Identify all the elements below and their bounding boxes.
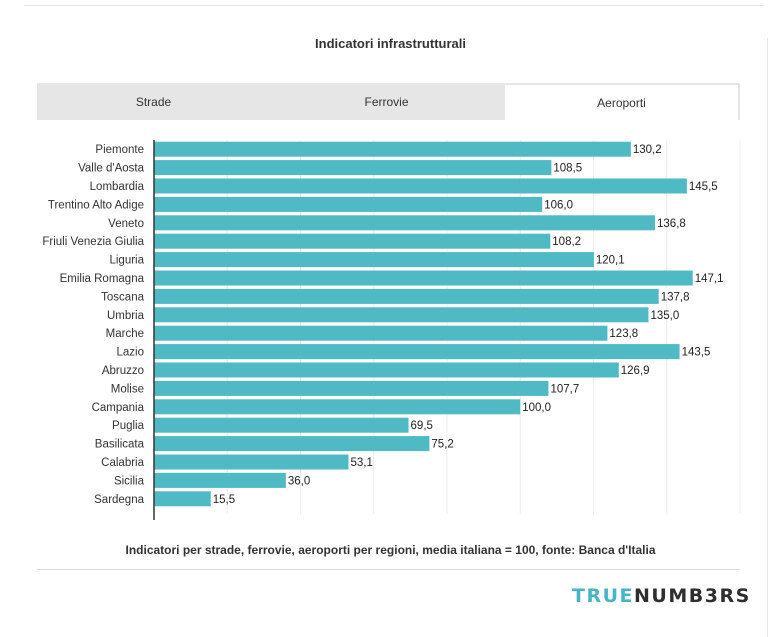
data-label: 123,8 <box>609 328 638 340</box>
tab-strade[interactable]: Strade <box>37 83 270 120</box>
data-label: 137,8 <box>661 291 690 303</box>
bar <box>154 233 551 249</box>
category-label: Piemonte <box>95 144 144 156</box>
category-label: Campania <box>92 402 145 414</box>
data-label: 15,5 <box>213 494 235 506</box>
data-label: 135,0 <box>650 310 679 322</box>
chart-caption: Indicatori per strade, ferrovie, aeropor… <box>125 543 656 557</box>
data-label: 120,1 <box>596 255 625 267</box>
bar <box>154 196 543 212</box>
bar <box>154 399 521 415</box>
bar <box>154 491 211 507</box>
category-label: Toscana <box>101 291 144 303</box>
right-divider <box>767 38 768 637</box>
tab-aeroporti[interactable]: Aeroporti <box>503 83 740 120</box>
data-label: 136,8 <box>657 218 686 230</box>
data-label: 143,5 <box>682 347 711 359</box>
bar <box>154 141 631 157</box>
bar <box>154 380 549 396</box>
data-label: 145,5 <box>689 181 718 193</box>
bar <box>154 270 693 286</box>
data-label: 75,2 <box>431 439 453 451</box>
category-label: Veneto <box>108 218 144 230</box>
bar <box>154 252 594 268</box>
data-label: 108,2 <box>552 236 581 248</box>
logo-part-numbers: NUMB3RS <box>634 585 751 607</box>
category-label: Trentino Alto Adige <box>48 199 144 211</box>
data-label: 126,9 <box>621 365 650 377</box>
bar <box>154 178 687 194</box>
data-label: 108,5 <box>553 163 582 175</box>
data-label: 147,1 <box>695 273 724 285</box>
category-label: Calabria <box>101 457 144 469</box>
data-label: 69,5 <box>411 420 433 432</box>
category-label: Molise <box>111 383 144 395</box>
category-label: Sicilia <box>114 475 145 487</box>
category-label: Umbria <box>107 310 145 322</box>
bar <box>154 215 656 231</box>
top-divider <box>24 5 764 6</box>
truenumbers-logo: TRUENUMB3RS <box>572 585 751 607</box>
category-label: Sardegna <box>94 494 144 506</box>
bar <box>154 436 430 452</box>
data-label: 106,0 <box>544 199 573 211</box>
data-label: 53,1 <box>350 457 372 469</box>
bar <box>154 344 680 360</box>
category-label: Basilicata <box>95 439 145 451</box>
bar <box>154 417 409 433</box>
bar <box>154 160 552 176</box>
bottom-divider <box>37 569 740 570</box>
bar <box>154 472 286 488</box>
category-label: Lazio <box>117 347 145 359</box>
category-label: Lombardia <box>90 181 145 193</box>
category-label: Puglia <box>112 420 145 432</box>
data-label: 107,7 <box>550 383 579 395</box>
bar <box>154 288 659 304</box>
logo-part-true: TRUE <box>572 585 634 607</box>
tab-ferrovie[interactable]: Ferrovie <box>270 83 503 120</box>
data-label: 36,0 <box>288 475 310 487</box>
data-label: 130,2 <box>633 144 662 156</box>
data-label: 100,0 <box>522 402 551 414</box>
bar <box>154 362 619 378</box>
tab-bar: Strade Ferrovie Aeroporti <box>37 83 740 120</box>
category-label: Emilia Romagna <box>60 273 145 285</box>
category-label: Valle d'Aosta <box>78 163 145 175</box>
bar <box>154 325 608 341</box>
category-label: Abruzzo <box>102 365 144 377</box>
bar <box>154 307 649 323</box>
category-label: Friuli Venezia Giulia <box>42 236 144 248</box>
bar <box>154 454 349 470</box>
category-label: Liguria <box>109 255 144 267</box>
category-label: Marche <box>106 328 144 340</box>
chart-title: Indicatori infrastrutturali <box>315 36 466 51</box>
